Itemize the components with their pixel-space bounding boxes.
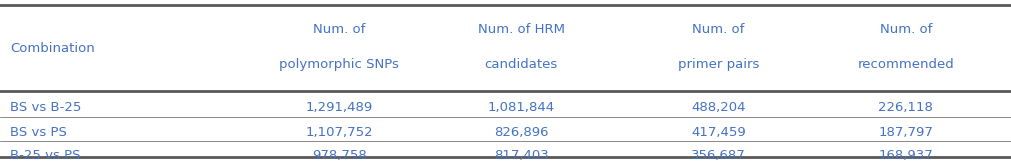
Text: primer pairs: primer pairs [677,58,758,71]
Text: 817,403: 817,403 [493,149,548,162]
Text: Num. of HRM: Num. of HRM [477,23,564,36]
Text: BS vs B-25: BS vs B-25 [10,101,82,114]
Text: 488,204: 488,204 [691,101,745,114]
Text: 826,896: 826,896 [493,126,548,139]
Text: recommended: recommended [856,58,953,71]
Text: 1,081,844: 1,081,844 [487,101,554,114]
Text: Num. of: Num. of [879,23,931,36]
Text: 356,687: 356,687 [691,149,745,162]
Text: 978,758: 978,758 [311,149,366,162]
Text: B-25 vs PS: B-25 vs PS [10,149,81,162]
Text: 226,118: 226,118 [878,101,932,114]
Text: 168,937: 168,937 [878,149,932,162]
Text: 417,459: 417,459 [691,126,745,139]
Text: 1,291,489: 1,291,489 [305,101,372,114]
Text: candidates: candidates [484,58,557,71]
Text: BS vs PS: BS vs PS [10,126,67,139]
Text: polymorphic SNPs: polymorphic SNPs [279,58,398,71]
Text: Num. of: Num. of [692,23,744,36]
Text: 187,797: 187,797 [878,126,932,139]
Text: Num. of: Num. of [312,23,365,36]
Text: 1,107,752: 1,107,752 [305,126,372,139]
Text: Combination: Combination [10,42,95,55]
